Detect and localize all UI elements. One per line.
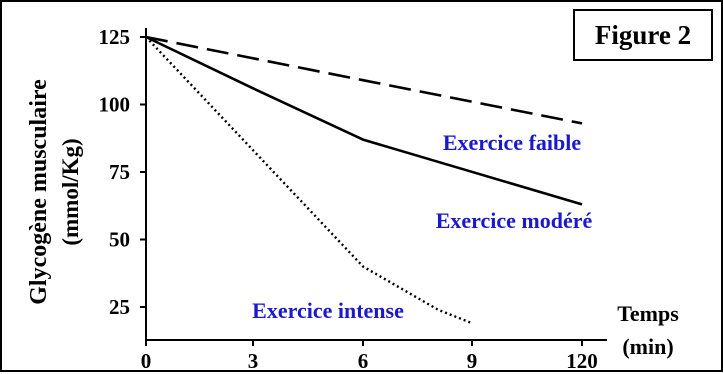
series-line-dotted bbox=[145, 36, 473, 325]
y-tick-label-75: 75 bbox=[109, 160, 130, 184]
y-axis-label-line2: (mmol/Kg) bbox=[58, 138, 83, 245]
y-tick-label-100: 100 bbox=[99, 93, 131, 117]
x-tick-label-0: 0 bbox=[141, 349, 152, 373]
series-label-intense: Exercice intense bbox=[252, 298, 404, 323]
series-line-solid bbox=[145, 35, 583, 206]
x-tick-label-3: 3 bbox=[248, 349, 259, 373]
y-ticks: 25 50 75 100 125 bbox=[99, 25, 146, 319]
series-label-faible: Exercice faible bbox=[443, 130, 581, 155]
x-tick-label-9: 9 bbox=[467, 349, 478, 373]
y-tick-label-125: 125 bbox=[99, 25, 131, 49]
axes bbox=[145, 28, 607, 341]
figure-label: Figure 2 bbox=[573, 9, 713, 61]
x-ticks: 0 3 6 9 120 bbox=[141, 340, 598, 373]
series-label-modere: Exercice modéré bbox=[436, 208, 593, 233]
x-tick-label-120: 120 bbox=[566, 349, 598, 373]
y-tick-label-50: 50 bbox=[109, 228, 130, 252]
x-axis-label-line1: Temps bbox=[617, 301, 679, 326]
x-tick-label-6: 6 bbox=[358, 349, 369, 373]
y-axis-label-line1: Glycogène musculaire bbox=[26, 79, 52, 305]
series-lines bbox=[145, 35, 583, 325]
x-axis-label-line2: (min) bbox=[622, 334, 673, 359]
y-tick-label-25: 25 bbox=[109, 295, 130, 319]
series-line-dashed bbox=[145, 35, 583, 125]
